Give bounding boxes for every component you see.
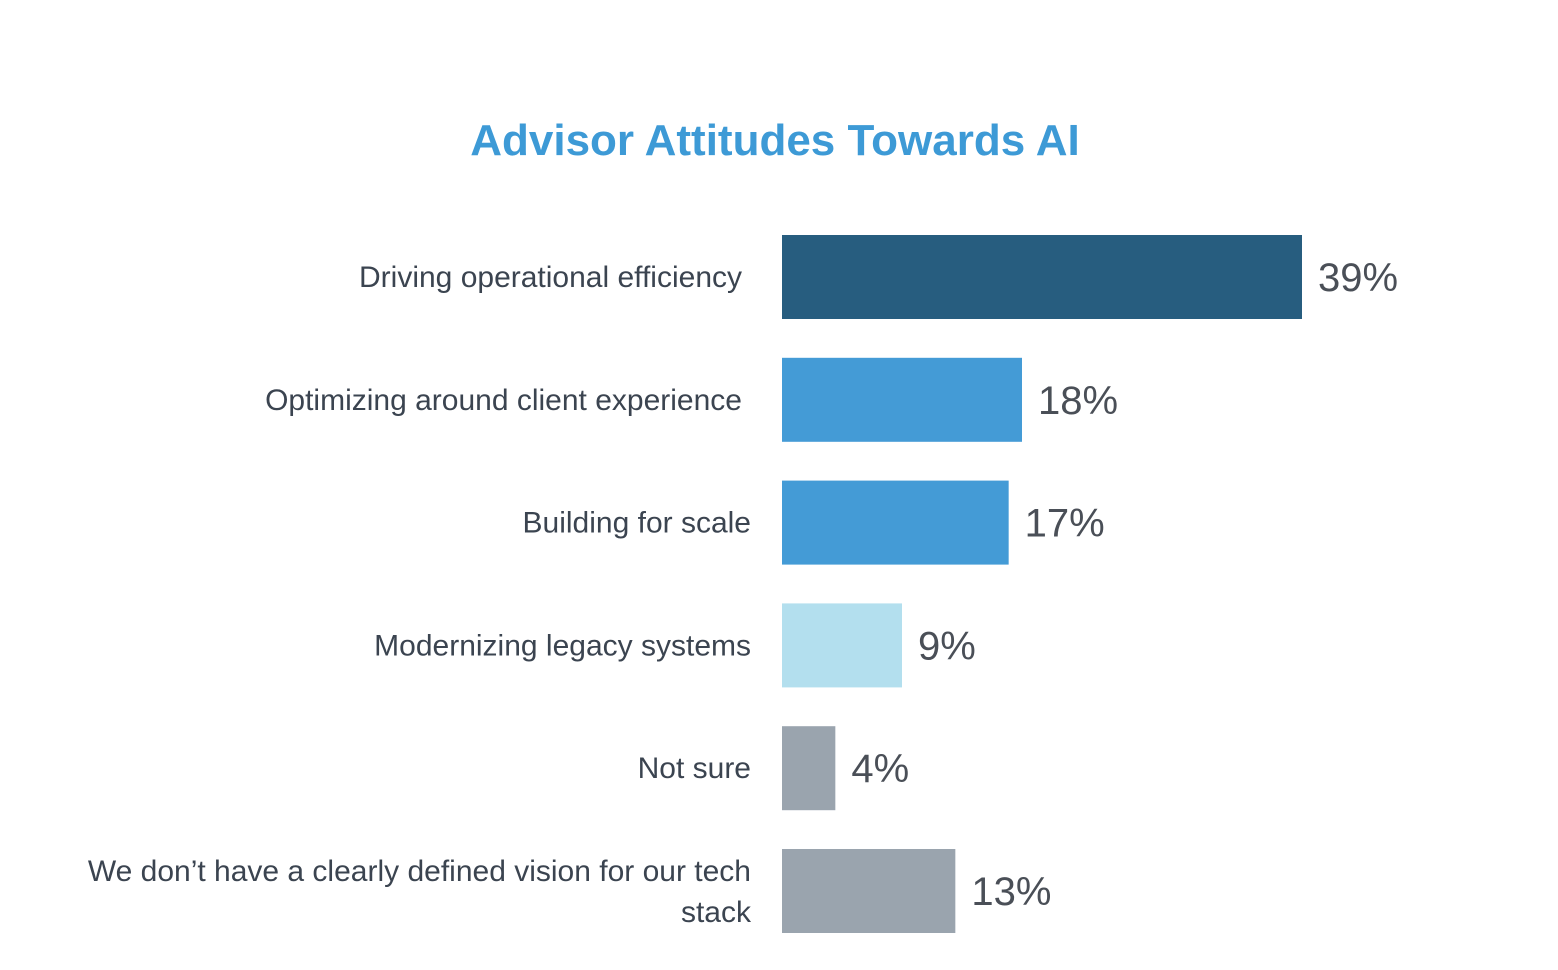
bar — [782, 726, 836, 811]
data-label: 17% — [1025, 502, 1105, 546]
data-label: 13% — [971, 870, 1051, 914]
bar — [782, 480, 1009, 565]
bar — [782, 235, 1302, 319]
bar — [782, 849, 956, 933]
data-label: 4% — [851, 747, 909, 791]
category-label: Building for scale — [523, 507, 751, 540]
data-label: 39% — [1318, 256, 1398, 300]
category-label: Not sure — [638, 752, 751, 785]
bar — [782, 603, 902, 688]
chart-title: Advisor Attitudes Towards AI — [470, 116, 1080, 165]
data-label: 18% — [1038, 379, 1118, 423]
category-label: Modernizing legacy systems — [374, 629, 751, 662]
category-label: We don’t have a clearly defined vision f… — [88, 855, 752, 929]
category-label: Optimizing around client experience — [265, 384, 742, 417]
bar — [782, 357, 1022, 442]
data-label: 9% — [918, 624, 976, 668]
category-label: Driving operational efficiency — [359, 261, 742, 294]
